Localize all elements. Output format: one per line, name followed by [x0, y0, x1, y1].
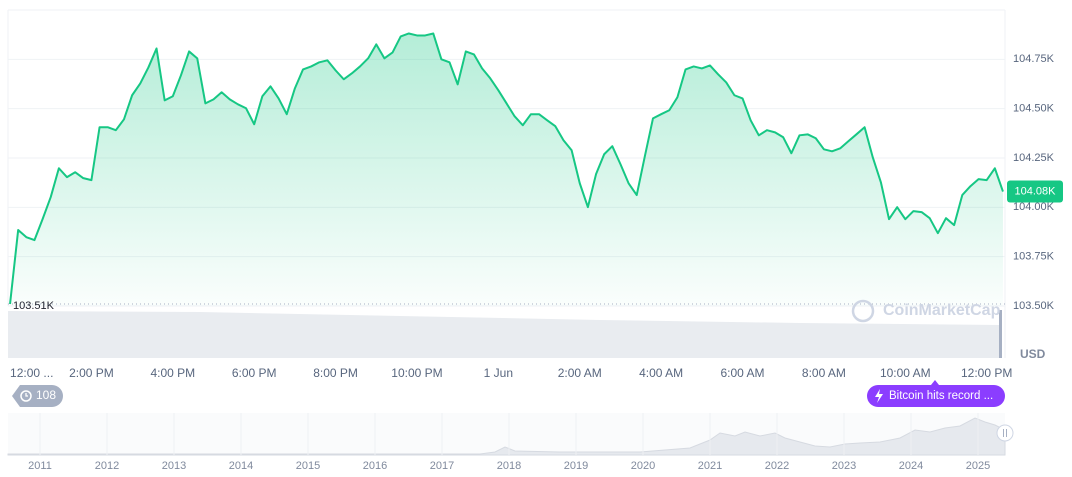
y-tick-label: 104.00K [1013, 201, 1055, 213]
event-marker[interactable]: Bitcoin hits record ... [867, 380, 1005, 407]
event-pill[interactable] [867, 385, 1005, 407]
y-tick-label: 103.75K [1013, 251, 1055, 263]
navigator[interactable]: 2011 2012 2013 2014 2015 2016 2017 2018 2019 2020… [7, 413, 1014, 472]
low-price-label: 103.51K [13, 300, 55, 312]
navigator-year: 2022 [765, 460, 789, 472]
x-tick-label: 12:00 ... [10, 366, 53, 380]
area-fill [10, 33, 1003, 306]
navigator-year: 2013 [162, 460, 186, 472]
navigator-year: 2014 [229, 460, 253, 472]
x-tick-label: 4:00 AM [639, 366, 683, 380]
navigator-handle[interactable] [996, 424, 1014, 442]
navigator-year: 2021 [698, 460, 722, 472]
x-tick-label: 8:00 AM [802, 366, 846, 380]
y-tick-label: 104.75K [1013, 53, 1055, 65]
x-tick-label: 10:00 PM [391, 366, 442, 380]
navigator-year: 2011 [28, 460, 52, 472]
navigator-year: 2017 [430, 460, 454, 472]
badge[interactable]: 108 [12, 385, 63, 407]
plot: 103.51K [8, 32, 1005, 312]
y-tick-label: 104.25K [1013, 152, 1055, 164]
event-icon [875, 389, 883, 403]
badge-icon [20, 390, 32, 402]
y-axis-label: USD [1020, 347, 1046, 361]
volume-current [999, 310, 1002, 358]
badge-icon-hand [25, 393, 28, 397]
volume-area [8, 311, 1000, 358]
watermark-logo [851, 299, 875, 323]
navigator-year: 2023 [832, 460, 856, 472]
navigator-year: 2018 [497, 460, 521, 472]
watermark-text: CoinMarketCap [883, 302, 1001, 319]
y-tick-label: 104.50K [1013, 103, 1055, 115]
navigator-year: 2025 [966, 460, 990, 472]
navigator-year: 2019 [564, 460, 588, 472]
last-price-label: 104.08K [1015, 185, 1057, 197]
x-tick-label: 6:00 PM [232, 366, 277, 380]
badge-text: 108 [36, 388, 56, 402]
x-tick-label: 10:00 AM [880, 366, 931, 380]
x-tick-label: 4:00 PM [150, 366, 195, 380]
x-tick-label: 2:00 AM [558, 366, 602, 380]
navigator-area [7, 417, 1006, 456]
price-line [9, 32, 1004, 305]
navigator-year: 2016 [363, 460, 387, 472]
navigator-year: 2024 [899, 460, 923, 472]
event-text: Bitcoin hits record ... [889, 390, 993, 402]
navigator-year: 2020 [631, 460, 655, 472]
y-tick-label: 103.50K [1013, 300, 1055, 312]
watermark: CoinMarketCap [851, 299, 1001, 323]
event-pointer [931, 380, 939, 385]
x-tick-label: 1 Jun [484, 366, 513, 380]
navigator-year: 2012 [95, 460, 119, 472]
x-tick-label: 2:00 PM [69, 366, 114, 380]
x-tick-label: 6:00 AM [721, 366, 765, 380]
x-tick-label: 8:00 PM [313, 366, 358, 380]
last-price-tag [1007, 180, 1063, 203]
x-tick-label: 12:00 PM [961, 366, 1012, 380]
navigator-year: 2015 [296, 460, 320, 472]
